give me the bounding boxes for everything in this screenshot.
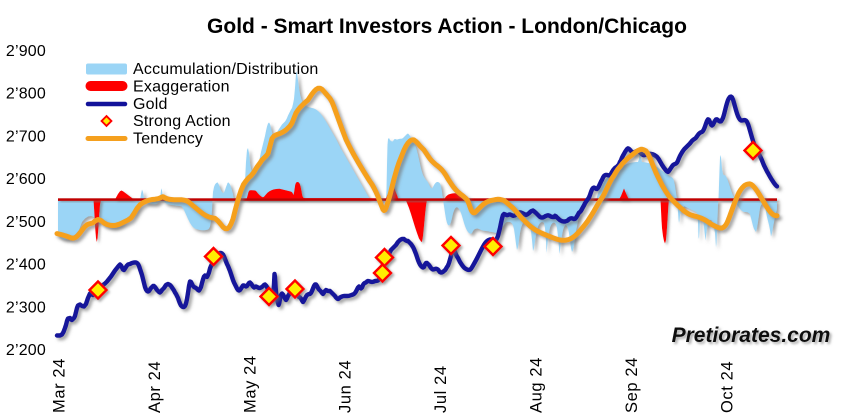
svg-text:May 24: May 24 bbox=[241, 355, 259, 413]
svg-text:Apr 24: Apr 24 bbox=[146, 361, 164, 413]
svg-text:2’500: 2’500 bbox=[6, 214, 46, 231]
svg-text:Gold - Smart Investors Action: Gold - Smart Investors Action - London/C… bbox=[207, 15, 687, 38]
svg-text:Aug 24: Aug 24 bbox=[528, 357, 546, 413]
svg-text:Jul 24: Jul 24 bbox=[432, 365, 450, 413]
svg-text:Mar 24: Mar 24 bbox=[51, 358, 69, 413]
svg-text:Exaggeration: Exaggeration bbox=[133, 78, 230, 95]
svg-text:Jun 24: Jun 24 bbox=[337, 360, 355, 413]
svg-text:2’800: 2’800 bbox=[6, 86, 46, 103]
svg-text:2’600: 2’600 bbox=[6, 171, 46, 188]
svg-text:2’900: 2’900 bbox=[6, 43, 46, 60]
svg-text:Gold: Gold bbox=[133, 96, 168, 113]
svg-text:Pretiorates.com: Pretiorates.com bbox=[672, 324, 831, 347]
svg-text:2’400: 2’400 bbox=[6, 257, 46, 274]
svg-text:Sep 24: Sep 24 bbox=[623, 357, 641, 413]
svg-text:Tendency: Tendency bbox=[133, 131, 203, 148]
svg-text:Oct 24: Oct 24 bbox=[718, 361, 736, 413]
svg-text:2’200: 2’200 bbox=[6, 342, 46, 359]
svg-text:Strong Action: Strong Action bbox=[133, 113, 231, 130]
svg-text:2’700: 2’700 bbox=[6, 128, 46, 145]
svg-text:2’300: 2’300 bbox=[6, 299, 46, 316]
svg-text:Accumulation/Distribution: Accumulation/Distribution bbox=[133, 61, 319, 78]
